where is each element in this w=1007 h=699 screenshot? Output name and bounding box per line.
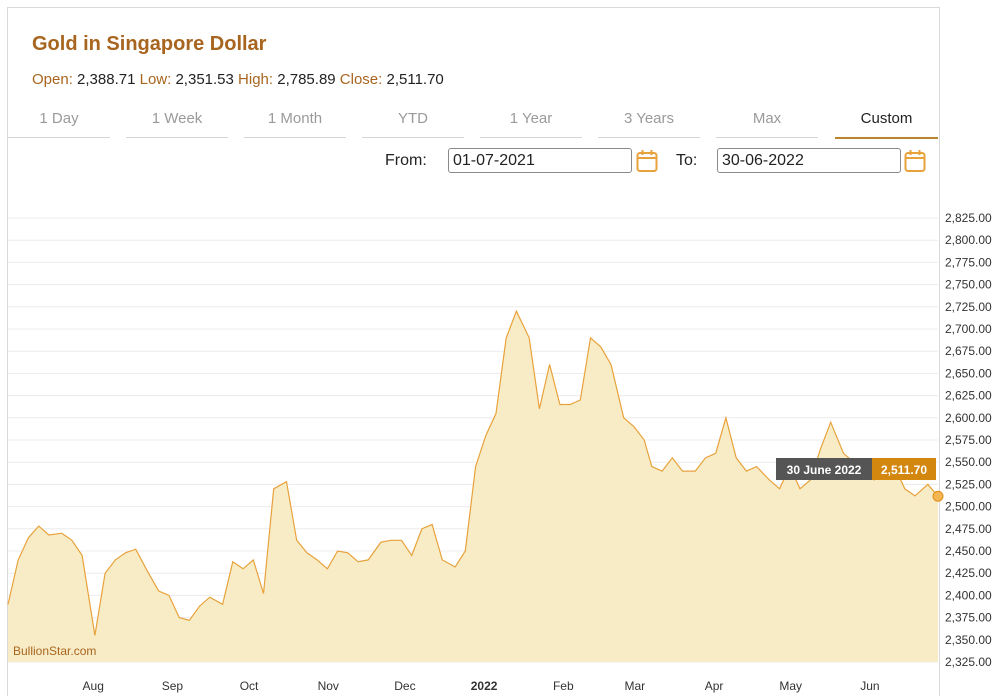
y-tick-label: 2,775.00 <box>945 255 992 269</box>
to-label: To: <box>676 152 698 169</box>
tooltip-value: 2,511.70 <box>881 463 927 477</box>
from-date-input[interactable] <box>448 148 632 173</box>
last-point-marker[interactable] <box>932 490 944 502</box>
tab-ytd[interactable]: YTD <box>362 104 464 138</box>
x-tick-label: Oct <box>240 679 259 693</box>
y-tick-label: 2,725.00 <box>945 300 992 314</box>
y-tick-label: 2,700.00 <box>945 322 992 336</box>
tooltip-date: 30 June 2022 <box>787 463 862 477</box>
y-tick-label: 2,325.00 <box>945 655 992 669</box>
y-tick-label: 2,425.00 <box>945 566 992 580</box>
calendar-icon[interactable] <box>904 149 926 173</box>
x-tick-label: Aug <box>83 679 104 693</box>
y-tick-label: 2,500.00 <box>945 500 992 514</box>
x-tick-label: Apr <box>705 679 724 693</box>
low-label: Low: <box>139 71 172 88</box>
tooltip-value-box <box>872 458 936 480</box>
to-date-input[interactable] <box>717 148 901 173</box>
y-tick-label: 2,375.00 <box>945 611 992 625</box>
y-tick-label: 2,450.00 <box>945 544 992 558</box>
y-tick-label: 2,625.00 <box>945 389 992 403</box>
tooltip-date-box <box>776 458 872 480</box>
x-tick-label: Mar <box>625 679 646 693</box>
open-label: Open: <box>32 71 73 88</box>
tab-max[interactable]: Max <box>716 104 818 138</box>
x-tick-label: Jun <box>860 679 879 693</box>
page-title: Gold in Singapore Dollar <box>32 33 267 55</box>
tab-3-years[interactable]: 3 Years <box>598 104 700 138</box>
x-tick-label: May <box>779 679 802 693</box>
tab-1-day[interactable]: 1 Day <box>8 104 110 138</box>
y-tick-label: 2,675.00 <box>945 344 992 358</box>
tab-custom[interactable]: Custom <box>835 104 938 139</box>
tab-1-year[interactable]: 1 Year <box>480 104 582 138</box>
high-value: 2,785.89 <box>277 71 336 88</box>
close-label: Close: <box>339 71 383 88</box>
low-value: 2,351.53 <box>175 71 234 88</box>
x-tick-label: Dec <box>394 679 415 693</box>
x-tick-label: Sep <box>162 679 184 693</box>
x-tick-label: 2022 <box>471 679 498 693</box>
credit-label: BullionStar.com <box>13 644 96 658</box>
y-tick-label: 2,650.00 <box>945 366 992 380</box>
y-tick-label: 2,600.00 <box>945 411 992 425</box>
y-tick-label: 2,475.00 <box>945 522 992 536</box>
calendar-icon[interactable] <box>636 149 658 173</box>
high-label: High: <box>238 71 274 88</box>
x-tick-label: Nov <box>318 679 339 693</box>
y-tick-label: 2,350.00 <box>945 633 992 647</box>
y-tick-label: 2,525.00 <box>945 477 992 491</box>
date-range: From: To: <box>0 148 1007 175</box>
tooltip: 30 June 2022 2,511.70 <box>776 458 936 480</box>
y-tick-label: 2,825.00 <box>945 211 992 225</box>
from-label: From: <box>385 152 427 169</box>
y-tick-label: 2,550.00 <box>945 455 992 469</box>
tab-1-month[interactable]: 1 Month <box>244 104 346 138</box>
x-tick-label: Feb <box>553 679 574 693</box>
price-line <box>7 309 939 636</box>
y-tick-label: 2,400.00 <box>945 588 992 602</box>
price-area <box>8 311 938 662</box>
open-value: 2,388.71 <box>77 71 136 88</box>
close-value: 2,511.70 <box>386 71 444 88</box>
y-tick-label: 2,750.00 <box>945 278 992 292</box>
timeframe-tabs: 1 Day 1 Week 1 Month YTD 1 Year 3 Years … <box>8 104 938 139</box>
ohlc-summary: Open: 2,388.71 Low: 2,351.53 High: 2,785… <box>32 71 444 88</box>
y-tick-label: 2,575.00 <box>945 433 992 447</box>
y-tick-label: 2,800.00 <box>945 233 992 247</box>
tab-1-week[interactable]: 1 Week <box>126 104 228 138</box>
